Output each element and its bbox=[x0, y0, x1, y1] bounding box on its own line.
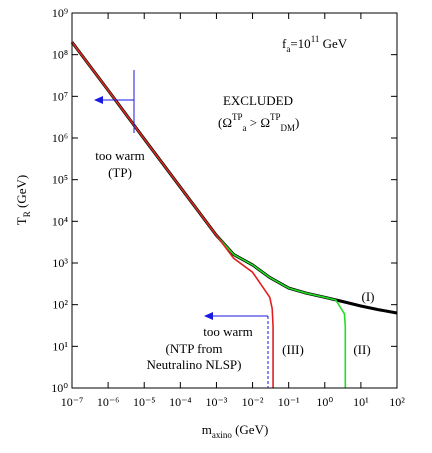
arrow-head bbox=[94, 96, 103, 104]
y-tick-label: 10⁵ bbox=[52, 173, 68, 187]
y-tick-label: 10⁷ bbox=[52, 89, 68, 103]
series-label: (I) bbox=[362, 289, 375, 304]
annotation: too warm bbox=[203, 324, 252, 339]
x-tick-label: 10⁰ bbox=[316, 395, 333, 409]
x-axis-label: maxino (GeV) bbox=[202, 422, 269, 440]
arrow-head bbox=[204, 312, 213, 320]
annotation: EXCLUDED bbox=[223, 93, 293, 108]
y-tick-label: 10³ bbox=[52, 256, 68, 270]
y-tick-label: 10¹ bbox=[52, 339, 68, 353]
annotation: (TP) bbox=[108, 165, 132, 180]
arrows bbox=[94, 70, 269, 388]
x-tick-label: 10⁻² bbox=[242, 395, 264, 409]
y-tick-label: 10⁰ bbox=[51, 381, 68, 395]
y-axis-label: TR (GeV) bbox=[14, 175, 32, 225]
y-tick-label: 10² bbox=[52, 298, 68, 312]
annotation: fa=1011 GeV bbox=[282, 34, 348, 54]
x-tick-label: 10⁻⁶ bbox=[97, 395, 120, 409]
annotation: Neutralino NLSP) bbox=[147, 357, 242, 372]
plot-frame bbox=[71, 12, 398, 389]
x-tick-label: 10⁻³ bbox=[205, 395, 227, 409]
x-tick-label: 10¹ bbox=[353, 395, 369, 409]
y-tick-label: 10⁴ bbox=[52, 214, 68, 228]
x-tick-label: 10⁻⁵ bbox=[133, 395, 156, 409]
x-tick-label: 10² bbox=[389, 395, 405, 409]
x-tick-label: 10⁻¹ bbox=[278, 395, 300, 409]
x-tick-label: 10⁻⁴ bbox=[169, 395, 192, 409]
series-label: (III) bbox=[282, 342, 304, 357]
annotation: (ΩTPa > ΩTPDM) bbox=[218, 112, 299, 133]
y-tick-label: 10⁸ bbox=[52, 48, 68, 62]
x-tick-label: 10⁻⁷ bbox=[61, 395, 84, 409]
y-tick-label: 10⁹ bbox=[52, 6, 68, 20]
plot-area bbox=[70, 41, 398, 388]
annotation: too warm bbox=[95, 148, 144, 163]
y-tick-label: 10⁶ bbox=[52, 131, 68, 145]
annotation: (NTP from bbox=[166, 341, 223, 356]
series-label: (II) bbox=[353, 342, 370, 357]
curve bbox=[71, 41, 274, 388]
